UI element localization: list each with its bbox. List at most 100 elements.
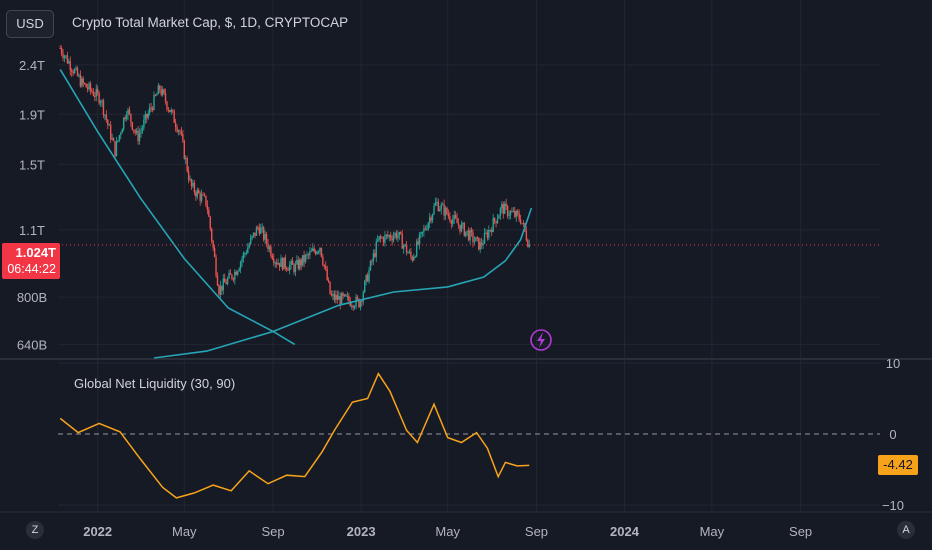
candle-body (421, 231, 424, 233)
candle-body (504, 203, 506, 214)
candle-body (150, 107, 152, 109)
auto-scale-z-button[interactable]: Z (26, 521, 44, 539)
candle-body (151, 108, 154, 110)
candle-body (75, 67, 77, 70)
candle-body (294, 263, 297, 273)
liquidity-line (59, 372, 530, 499)
candle-body (176, 127, 178, 132)
candle-body (505, 203, 507, 206)
candle-body (352, 305, 354, 308)
candle-body (208, 209, 210, 217)
candle-body (469, 229, 471, 241)
candle-body (248, 244, 250, 248)
candle-body (404, 244, 406, 246)
candle-body (89, 83, 92, 91)
candle-body (257, 227, 259, 229)
candle-body (163, 89, 165, 94)
candle-body (147, 113, 149, 118)
candle-body (216, 275, 219, 286)
candle-body (382, 237, 385, 243)
candle-body (509, 211, 512, 216)
candle-body (362, 292, 364, 302)
candle-body (488, 230, 490, 238)
candle-body (262, 227, 265, 240)
candle-body (465, 231, 467, 236)
candle-body (293, 264, 295, 273)
candle-body (307, 254, 310, 256)
candle-body (408, 251, 411, 253)
candle-body (358, 298, 360, 308)
candle-body (218, 285, 220, 295)
candle-body (398, 232, 401, 236)
candle-body (470, 229, 473, 233)
candle-body (154, 94, 157, 96)
candle-body (212, 240, 214, 248)
candle-body (365, 274, 367, 281)
candle-body (300, 259, 302, 266)
candle-body (209, 216, 211, 229)
candle-body (290, 260, 292, 265)
chart-title: Crypto Total Market Cap, $, 1D, CRYPTOCA… (72, 15, 349, 30)
candle-body (140, 130, 142, 134)
candle-body (518, 213, 520, 220)
candle-body (517, 211, 519, 214)
candle-body (454, 215, 457, 219)
price-axis-tick: 640B (17, 337, 47, 352)
candle-body (401, 234, 403, 249)
candle-body (428, 217, 431, 223)
candle-body (277, 262, 279, 265)
candle-body (283, 257, 285, 270)
candle-body (326, 268, 328, 281)
candle-body (122, 117, 125, 130)
candle-body (480, 242, 483, 246)
candle-body (78, 75, 80, 77)
candle-body (372, 253, 375, 262)
currency-button[interactable]: USD (6, 10, 54, 38)
candle-body (59, 47, 61, 49)
price-axis-tick: 1.9T (19, 107, 45, 122)
candle-body (247, 247, 249, 253)
candle-body (157, 85, 160, 95)
candle-body (63, 56, 66, 59)
candle-body (107, 119, 109, 125)
candle-body (79, 75, 82, 87)
candle-body (325, 266, 327, 269)
price-axis-tick: 2.4T (19, 58, 45, 73)
candle-body (138, 133, 141, 142)
candle-body (299, 259, 301, 269)
candle-body (389, 235, 392, 239)
candle-body (489, 229, 491, 231)
candle-body (379, 236, 382, 238)
candle-body (528, 244, 530, 247)
candle-body (440, 204, 442, 210)
candle-body (222, 278, 224, 291)
bar-countdown: 06:44:22 (7, 262, 56, 276)
candle-body (335, 294, 337, 300)
candle-body (414, 256, 416, 258)
candle-body (356, 296, 359, 299)
candle-body (424, 228, 427, 230)
candle-body (156, 94, 158, 96)
candle-body (472, 232, 474, 242)
candle-body (99, 101, 102, 104)
candle-body (174, 122, 177, 128)
candle-body (258, 227, 261, 234)
candle-body (423, 228, 425, 232)
candle-body (85, 83, 87, 88)
candle-body (371, 261, 373, 263)
candle-body (161, 89, 164, 95)
candle-body (148, 107, 151, 114)
auto-scale-a-button[interactable]: A (897, 521, 915, 539)
candle-body (400, 232, 402, 235)
candle-body (338, 296, 340, 300)
candle-body (238, 268, 240, 272)
time-axis-tick: May (700, 524, 725, 539)
candle-body (254, 232, 256, 236)
candle-body (322, 256, 324, 265)
candle-body (527, 240, 529, 247)
regression-curve-upper (59, 68, 296, 346)
candle-body (330, 293, 333, 296)
candle-body (180, 131, 183, 135)
candle-body (508, 215, 510, 217)
